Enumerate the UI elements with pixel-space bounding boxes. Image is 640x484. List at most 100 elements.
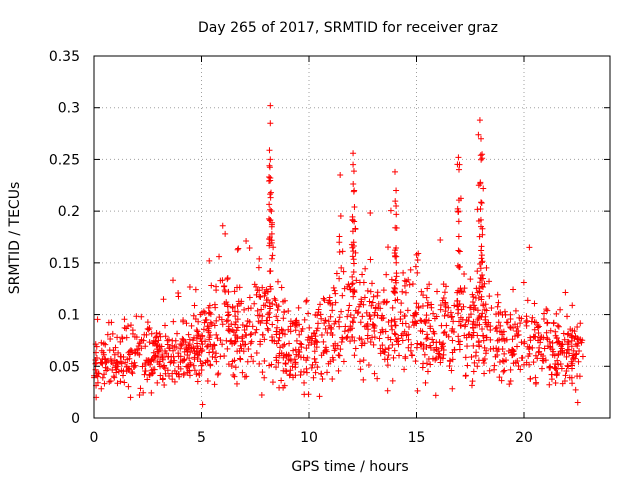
data-point	[390, 288, 397, 295]
data-point	[226, 328, 233, 335]
data-point	[257, 341, 264, 348]
data-point	[113, 359, 120, 366]
data-point	[492, 325, 499, 332]
data-point	[193, 371, 200, 378]
data-point	[466, 314, 473, 321]
data-point	[474, 332, 481, 339]
data-point	[234, 284, 241, 291]
data-point	[424, 331, 431, 338]
data-point	[232, 332, 239, 339]
data-point	[266, 235, 273, 242]
data-point	[333, 270, 340, 277]
data-point	[476, 321, 483, 328]
data-point	[169, 370, 176, 377]
data-point	[478, 275, 485, 282]
data-point	[191, 302, 198, 309]
data-point	[191, 334, 198, 341]
data-point	[308, 333, 315, 340]
data-point	[535, 329, 542, 336]
data-point	[94, 379, 101, 386]
data-point	[212, 354, 219, 361]
data-point	[568, 343, 575, 350]
data-point	[107, 335, 114, 342]
data-point	[546, 381, 553, 388]
data-point	[477, 179, 484, 186]
data-point	[389, 326, 396, 333]
data-point	[350, 150, 357, 157]
data-point	[258, 392, 265, 398]
data-point	[349, 228, 356, 235]
data-point	[483, 264, 490, 271]
data-point	[128, 360, 135, 367]
data-point	[335, 352, 342, 359]
data-point	[393, 259, 400, 266]
data-point	[442, 308, 449, 315]
data-point	[310, 374, 317, 381]
data-point	[247, 340, 254, 347]
data-point	[106, 347, 113, 354]
data-point	[478, 156, 485, 163]
data-point	[217, 353, 224, 360]
data-point	[566, 350, 573, 357]
data-point	[557, 306, 564, 313]
data-point	[313, 338, 320, 345]
data-point	[231, 357, 238, 364]
data-point	[538, 351, 545, 358]
data-point	[186, 284, 193, 291]
data-point	[175, 371, 182, 378]
data-point	[389, 341, 396, 348]
data-point	[248, 331, 255, 338]
data-point	[360, 357, 367, 364]
data-point	[279, 342, 286, 349]
data-point	[293, 351, 300, 358]
data-point	[461, 332, 468, 339]
data-point	[377, 329, 384, 336]
data-point	[414, 269, 421, 276]
data-point	[336, 233, 343, 240]
data-point	[538, 365, 545, 372]
data-point	[397, 315, 404, 322]
data-point	[350, 314, 357, 321]
data-point	[292, 321, 299, 328]
plot-frame	[93, 55, 611, 419]
data-point	[526, 244, 533, 251]
data-point	[440, 295, 447, 302]
data-point	[255, 264, 262, 271]
data-point	[561, 377, 568, 384]
data-point	[211, 301, 218, 308]
data-point	[142, 367, 149, 374]
data-point	[524, 297, 531, 304]
data-point	[518, 315, 525, 322]
data-point	[149, 370, 156, 377]
data-point	[563, 353, 570, 360]
data-point	[93, 343, 100, 350]
data-point	[422, 379, 429, 386]
grid-lines	[94, 56, 610, 418]
data-point	[276, 384, 283, 391]
data-point	[548, 371, 555, 378]
data-point	[574, 399, 581, 406]
data-point	[106, 378, 113, 385]
data-point	[352, 249, 359, 256]
data-point	[184, 351, 191, 358]
data-point	[470, 324, 477, 331]
data-point	[422, 320, 429, 327]
data-point	[311, 348, 318, 355]
data-point	[155, 337, 162, 344]
data-point	[187, 349, 194, 356]
data-point	[169, 342, 176, 349]
data-point	[181, 357, 188, 364]
data-point	[171, 378, 178, 385]
data-point	[532, 352, 539, 359]
data-point	[435, 350, 442, 357]
data-point	[175, 353, 182, 360]
data-point	[515, 328, 522, 335]
data-point	[241, 306, 248, 313]
data-point	[475, 217, 482, 224]
data-point	[293, 337, 300, 344]
data-point	[525, 353, 532, 360]
data-point	[455, 166, 462, 173]
data-point	[478, 199, 485, 206]
data-point	[112, 362, 119, 369]
data-point	[425, 317, 432, 324]
